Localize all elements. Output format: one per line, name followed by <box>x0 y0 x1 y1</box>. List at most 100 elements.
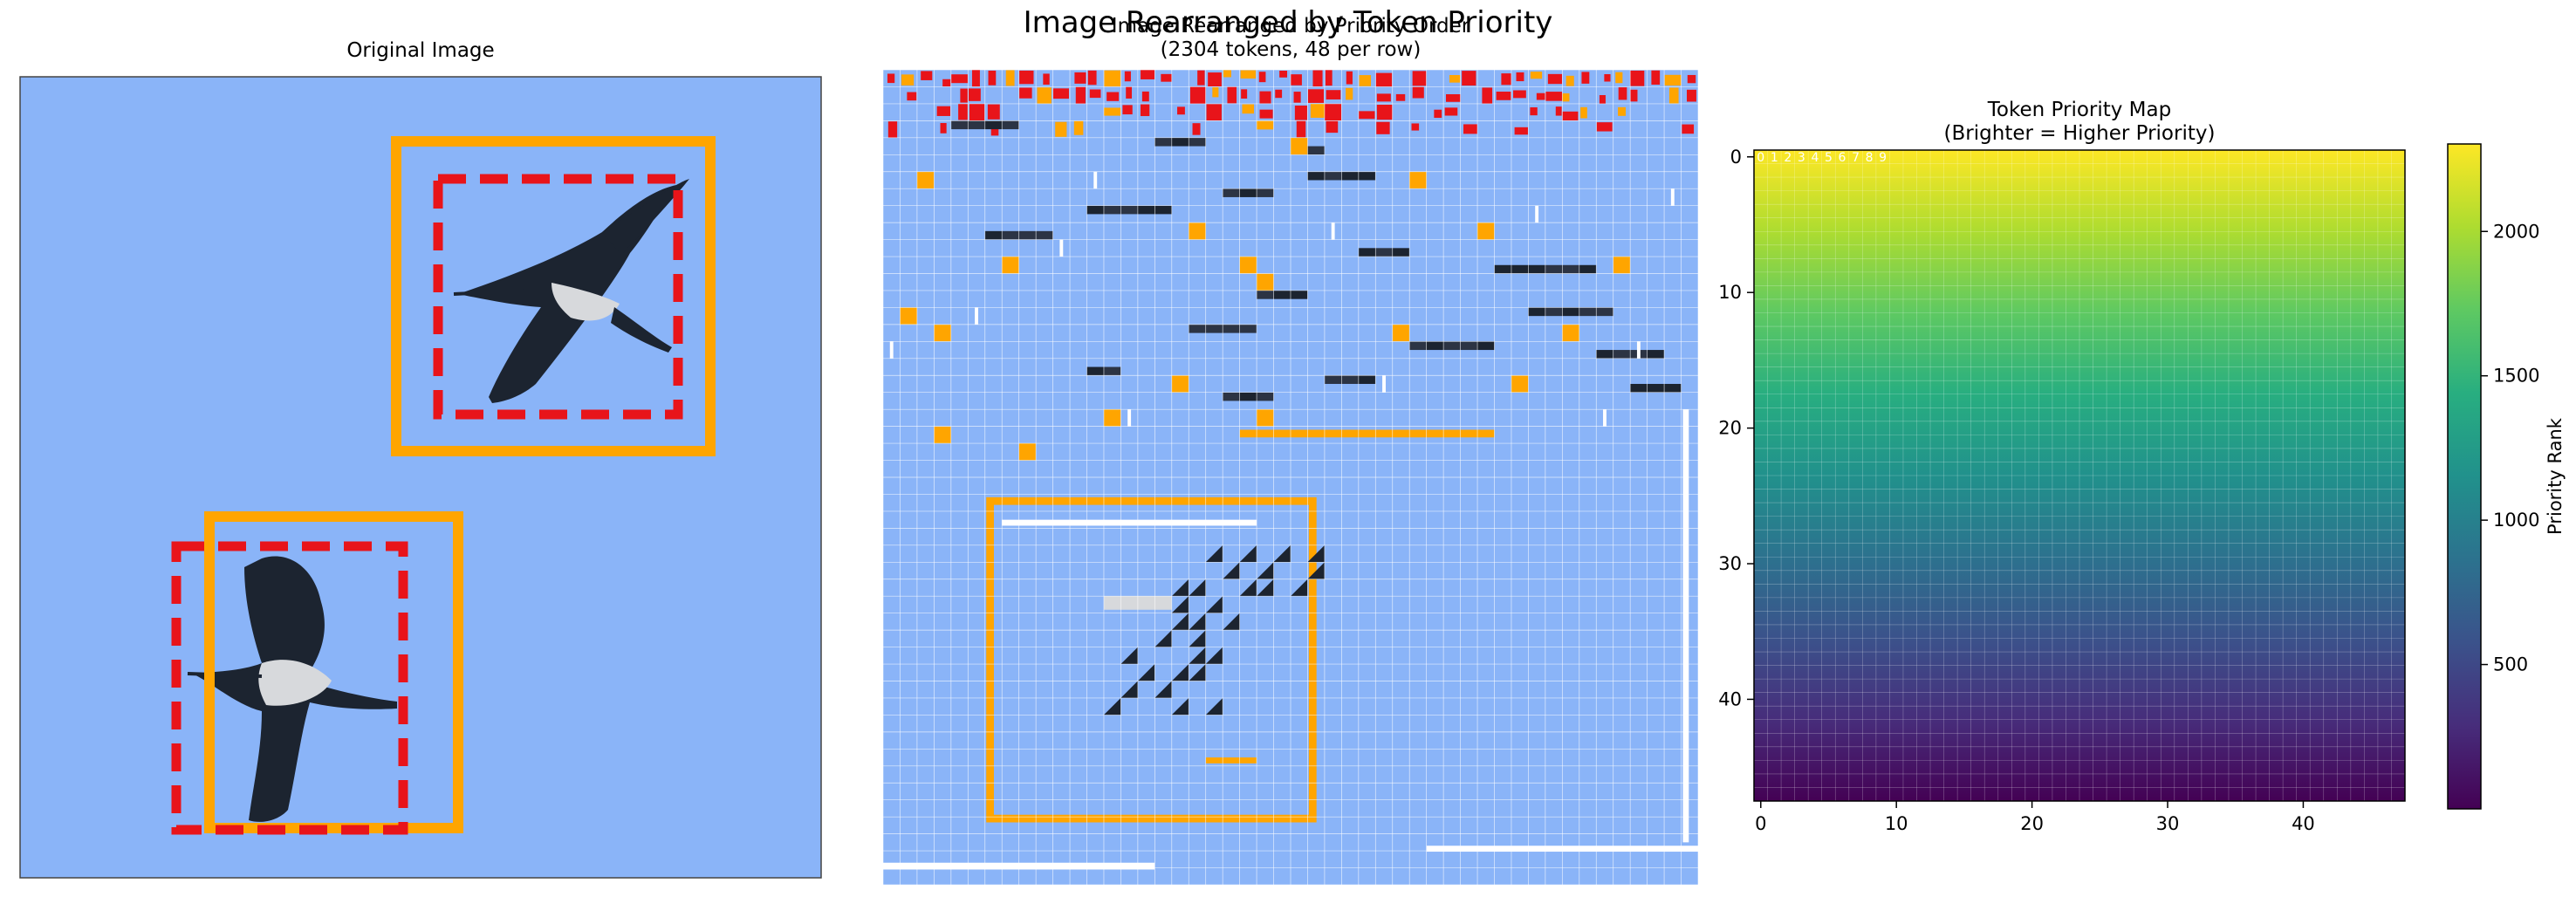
box-fragment-token <box>907 92 917 101</box>
bird-fragment-token <box>1239 579 1257 597</box>
rearranged-token-grid <box>882 69 1699 886</box>
box-fragment-token <box>1206 104 1222 121</box>
bird-fragment-token <box>1171 613 1189 631</box>
box-fragment-token <box>1687 89 1696 102</box>
box-fragment-token <box>887 73 895 84</box>
box-fragment-token <box>1126 86 1133 99</box>
box-fragment-token <box>971 70 980 87</box>
box-fragment-token <box>1516 72 1524 82</box>
white-token <box>1382 375 1386 393</box>
box-fragment-token <box>1307 89 1325 103</box>
white-token <box>1059 239 1064 257</box>
box-fragment-token <box>1124 71 1131 82</box>
box-fragment-token <box>1596 122 1613 132</box>
box-fragment-token <box>1562 93 1570 102</box>
box-fragment-token <box>969 103 985 121</box>
x-tick-label: 40 <box>2292 813 2315 834</box>
white-token <box>1127 409 1132 427</box>
bird-fragment-token <box>1562 307 1579 317</box>
box-fragment-token <box>1565 75 1574 86</box>
bird-fragment-token <box>1223 324 1240 333</box>
lower-bird <box>187 556 397 822</box>
bird-fragment-token <box>1341 375 1359 384</box>
bird-fragment-token <box>1154 630 1172 647</box>
box-fragment-token <box>1346 71 1353 85</box>
bird-fragment-token <box>1189 647 1206 665</box>
box-fragment-token <box>1445 94 1461 102</box>
bird-fragment-token <box>1137 664 1155 681</box>
box-fragment-token <box>901 74 915 86</box>
box-fragment-token <box>1411 123 1420 131</box>
box-fragment-token <box>990 126 999 136</box>
box-fragment-token <box>1555 106 1562 116</box>
box-fragment-token <box>1259 109 1273 119</box>
original-image-title: Original Image <box>346 39 495 62</box>
box-fragment-token <box>1241 89 1248 99</box>
bird-fragment-token <box>1273 290 1291 299</box>
box-fragment-token <box>1189 86 1206 104</box>
colorbar <box>2447 143 2482 810</box>
bird-fragment-token <box>1477 341 1495 351</box>
bird-fragment-token <box>1307 562 1325 579</box>
box-fragment-token <box>1615 72 1623 84</box>
white-token-line <box>1682 409 1689 843</box>
box-fragment-token <box>1462 71 1476 86</box>
bird-fragment-token <box>950 120 969 130</box>
box-fragment-token <box>940 122 947 134</box>
box-fragment-token <box>936 106 950 116</box>
box-fragment-token <box>1326 120 1339 134</box>
bird-fragment-token <box>1002 230 1019 240</box>
bird-fragment-token <box>1596 307 1613 317</box>
box-fragment-token <box>1141 91 1149 102</box>
box-fragment-token <box>1434 109 1442 119</box>
bird-fragment-token <box>1307 544 1325 563</box>
original-image-panel <box>19 76 822 879</box>
box-fragment-token <box>934 426 951 444</box>
box-fragment-token <box>1444 107 1458 116</box>
bird-fragment-token <box>1189 137 1206 147</box>
box-fragment-token <box>1018 443 1037 461</box>
white-token <box>1636 341 1641 359</box>
bird-fragment-token <box>1154 205 1172 215</box>
box-fragment-token <box>1312 70 1323 87</box>
box-fragment-token <box>1223 70 1231 78</box>
x-tick-label: 10 <box>1885 813 1908 834</box>
box-fragment-token <box>1618 106 1627 116</box>
heatmap-cell-grid <box>1754 150 2405 801</box>
box-fragment-token <box>1581 72 1590 84</box>
bird-fragment-token <box>1103 366 1121 376</box>
box-fragment-token <box>921 71 933 80</box>
box-fragment-token <box>1463 124 1478 134</box>
bird-fragment-token <box>1171 596 1189 613</box>
box-fragment-token <box>1140 104 1150 117</box>
box-fragment-token <box>1477 223 1495 240</box>
box-fragment-token <box>1239 257 1257 274</box>
box-fragment-token <box>1613 257 1631 274</box>
bird-fragment-token <box>1171 664 1189 681</box>
bird-fragment-token <box>1205 647 1223 665</box>
bird-fragment-token <box>984 230 1003 240</box>
bird-fragment-token <box>1239 324 1257 333</box>
box-fragment-token <box>1005 70 1015 86</box>
white-token <box>975 307 978 325</box>
heatmap-cell-label: 9 <box>1879 151 1887 165</box>
box-fragment-token <box>988 70 997 86</box>
original-image-frame <box>19 76 822 879</box>
box-fragment-token <box>1177 106 1185 115</box>
white-token <box>1331 223 1335 240</box>
box-fragment-token <box>1482 87 1493 104</box>
box-fragment-token <box>1019 87 1032 99</box>
box-fragment-token <box>1212 86 1219 98</box>
bird-fragment-token <box>1171 579 1189 597</box>
white-token <box>1093 171 1098 189</box>
box-fragment-token <box>1545 92 1563 101</box>
upper-bird <box>453 179 689 403</box>
box-fragment-token <box>1258 72 1266 83</box>
bird-fragment-token <box>1189 630 1206 647</box>
box-fragment-token <box>900 307 917 325</box>
box-fragment-token <box>1324 103 1342 121</box>
bird-fragment-token <box>1273 544 1291 563</box>
heatmap-cell-label: 3 <box>1798 151 1805 165</box>
